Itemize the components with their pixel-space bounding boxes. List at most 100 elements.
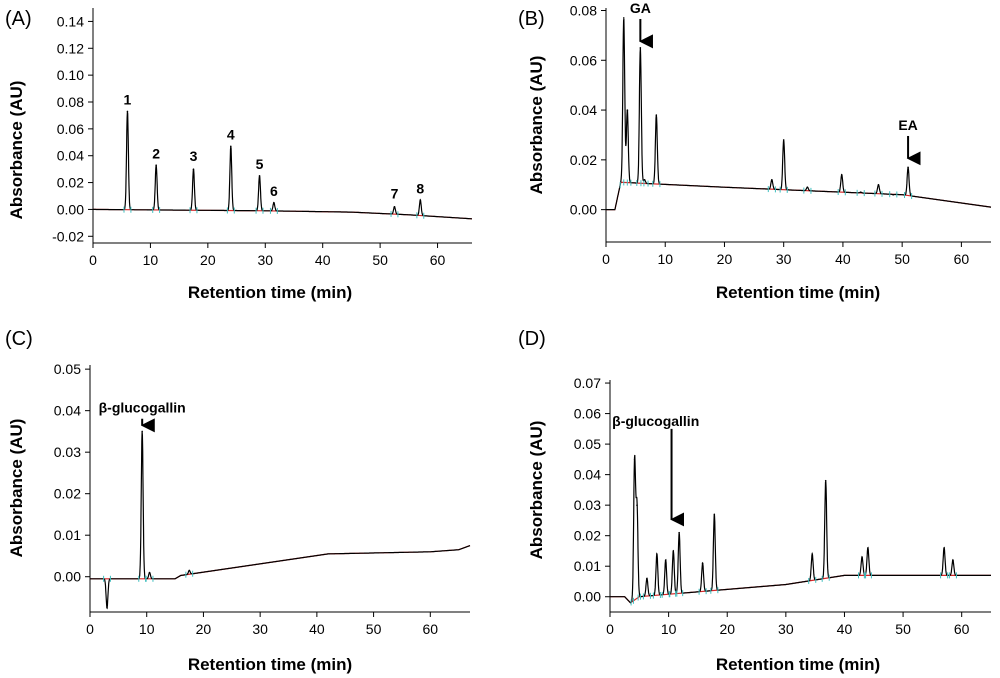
y-tick-label: 0.03 xyxy=(574,497,601,513)
x-tick-label: 50 xyxy=(894,251,910,267)
peak-point xyxy=(943,547,945,549)
peak-point xyxy=(273,201,275,204)
y-tick-label: 0.02 xyxy=(574,528,601,544)
x-axis-label: Retention time (min) xyxy=(716,655,880,674)
peak-point xyxy=(877,183,880,186)
plot-area: 0 10 20 30 40 50 60 -0.02 0.00 0.02 0.04 0.06 0.08 0.… xyxy=(52,8,473,268)
peak-point xyxy=(952,559,954,561)
peak-point xyxy=(782,139,785,141)
chromatogram-line xyxy=(90,431,471,610)
peak-point xyxy=(419,199,422,201)
panel-label: (D) xyxy=(518,328,546,350)
x-tick-label: 60 xyxy=(423,621,439,637)
peak-annotation: 8 xyxy=(416,180,424,196)
x-tick-label: 50 xyxy=(372,252,388,268)
y-tick-label: 0.02 xyxy=(57,175,84,191)
peak-point xyxy=(806,186,809,189)
peak-point xyxy=(867,547,869,549)
peak-annotation: 6 xyxy=(270,183,278,199)
chart-panel-d: (D) Absorbance (AU) Retention time (min)… xyxy=(518,328,991,674)
peak-point xyxy=(713,513,716,516)
peak-point xyxy=(188,569,191,572)
y-tick-label: 0.00 xyxy=(54,569,81,585)
x-tick-label: 30 xyxy=(257,252,273,268)
peak-annotation: EA xyxy=(898,117,917,133)
peak-point xyxy=(859,191,862,194)
peak-point xyxy=(811,553,814,555)
chart-panel-c: (C) Absorbance (AU) Retention time (min)… xyxy=(5,328,471,674)
x-tick-label: 10 xyxy=(657,251,673,267)
y-tick-label: 0.00 xyxy=(57,201,84,217)
peak-point xyxy=(192,168,195,170)
peak-point xyxy=(771,178,773,181)
baseline-line xyxy=(90,545,471,580)
peak-point xyxy=(258,175,261,177)
y-tick-label: 0.01 xyxy=(54,527,81,543)
y-tick-label: 0.02 xyxy=(570,152,597,168)
y-tick-label: 0.12 xyxy=(57,40,84,56)
x-axis-label: Retention time (min) xyxy=(716,283,880,302)
y-tick-label: 0.08 xyxy=(57,94,84,110)
chart-panel-a: (A) Absorbance (AU) Retention time (min)… xyxy=(5,8,473,302)
peak-point xyxy=(646,577,648,580)
plot-area: 0 10 20 30 40 50 60 0.00 0.01 0.02 0.03 0.04 0.05 β-g… xyxy=(54,361,471,637)
peak-point xyxy=(824,479,827,482)
peak-point xyxy=(656,553,658,555)
y-tick-label: 0.04 xyxy=(54,403,81,419)
y-tick-label: 0.01 xyxy=(574,558,601,574)
peak-point xyxy=(892,193,895,196)
y-tick-label: 0.08 xyxy=(570,2,597,18)
x-tick-label: 20 xyxy=(719,621,735,637)
x-tick-label: 40 xyxy=(315,252,331,268)
peak-point xyxy=(861,556,863,558)
peak-point xyxy=(701,562,704,564)
x-tick-label: 20 xyxy=(717,251,733,267)
x-tick-label: 40 xyxy=(837,621,853,637)
x-tick-label: 0 xyxy=(86,621,94,637)
x-axis-label: Retention time (min) xyxy=(188,283,352,302)
x-tick-label: 40 xyxy=(309,621,325,637)
y-tick-label: 0.06 xyxy=(570,52,597,68)
y-axis-label: Absorbance (AU) xyxy=(7,81,26,220)
panel-label: (B) xyxy=(518,8,545,30)
x-tick-label: 50 xyxy=(895,621,911,637)
x-tick-label: 0 xyxy=(602,251,610,267)
peak-annotation: 1 xyxy=(124,92,132,108)
peak-point xyxy=(664,559,667,561)
y-tick-label: 0.06 xyxy=(574,406,601,422)
peak-annotation: β-glucogallin xyxy=(612,413,699,429)
chart-panel-b: (B) Absorbance (AU) Retention time (min)… xyxy=(518,0,992,302)
plot-area: 0 10 20 30 40 50 60 0.00 0.02 0.04 0.06 0.08 GA EA xyxy=(570,0,992,267)
peak-point xyxy=(678,531,680,534)
peak-point xyxy=(643,178,646,181)
peak-annotation: 7 xyxy=(391,186,399,202)
peak-point xyxy=(141,430,143,433)
y-axis-label: Absorbance (AU) xyxy=(527,56,546,195)
x-tick-label: 30 xyxy=(776,251,792,267)
y-tick-label: 0.03 xyxy=(54,444,81,460)
y-tick-label: -0.02 xyxy=(52,228,84,244)
peak-point xyxy=(230,145,232,148)
peak-annotation: 2 xyxy=(152,145,160,161)
y-tick-label: 0.10 xyxy=(57,67,84,83)
peak-point xyxy=(907,166,909,169)
peak-point xyxy=(155,164,157,166)
y-tick-label: 0.04 xyxy=(574,467,601,483)
peak-point xyxy=(672,550,675,552)
y-tick-label: 0.14 xyxy=(57,13,84,29)
peak-point xyxy=(636,504,638,506)
peak-point xyxy=(626,109,629,111)
x-tick-label: 0 xyxy=(89,252,97,268)
x-tick-label: 40 xyxy=(835,251,851,267)
y-tick-label: 0.04 xyxy=(570,102,597,118)
plot-area: 0 10 20 30 40 50 60 0.00 0.01 0.02 0.03 0.04 0.05 0.0… xyxy=(574,375,991,637)
x-tick-label: 10 xyxy=(143,252,159,268)
peak-point xyxy=(622,17,625,19)
y-tick-label: 0.00 xyxy=(574,589,601,605)
x-tick-label: 0 xyxy=(606,621,614,637)
panel-label: (C) xyxy=(5,328,33,350)
x-tick-label: 20 xyxy=(200,252,216,268)
peak-point xyxy=(106,607,108,609)
y-tick-label: 0.02 xyxy=(54,486,81,502)
y-axis-label: Absorbance (AU) xyxy=(527,421,546,560)
